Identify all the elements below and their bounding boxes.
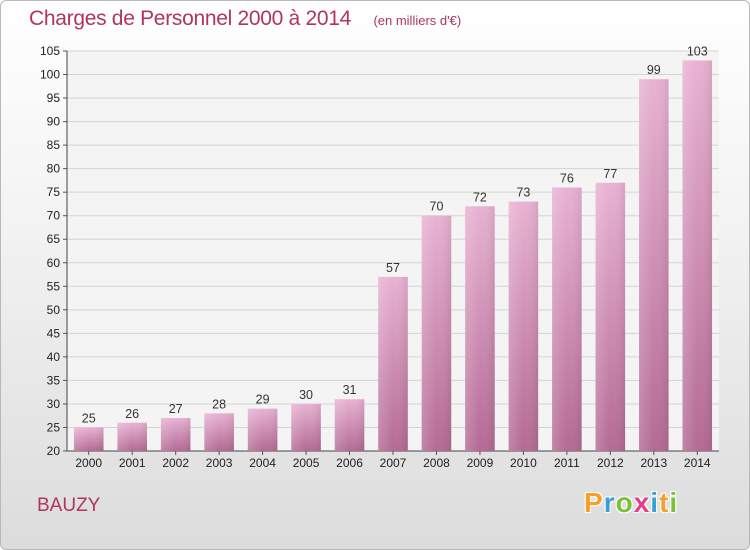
proxiti-logo[interactable]: Proxiti bbox=[584, 487, 678, 519]
bar-shading bbox=[595, 182, 626, 451]
bar-shading bbox=[204, 413, 234, 451]
chart-header: Charges de Personnel 2000 à 2014 (en mil… bbox=[29, 7, 461, 31]
data-label: 76 bbox=[560, 171, 574, 185]
y-tick-label: 90 bbox=[47, 115, 61, 129]
data-label: 27 bbox=[169, 402, 183, 416]
bar-shading bbox=[639, 79, 669, 451]
x-tick-label: 2002 bbox=[162, 456, 189, 470]
y-tick-label: 70 bbox=[47, 209, 61, 223]
logo-letter: i bbox=[650, 487, 660, 518]
x-tick-label: 2006 bbox=[336, 456, 363, 470]
commune-name: BAUZY bbox=[37, 495, 101, 516]
logo-letter: P bbox=[584, 487, 604, 518]
logo-letter: i bbox=[669, 487, 679, 518]
x-tick-label: 2012 bbox=[597, 456, 624, 470]
bar-shading bbox=[73, 427, 104, 451]
y-tick-label: 35 bbox=[47, 373, 61, 387]
bar-shading bbox=[465, 206, 495, 451]
data-label: 72 bbox=[473, 190, 487, 204]
logo-letter: o bbox=[615, 487, 634, 518]
y-tick-label: 105 bbox=[40, 44, 60, 58]
bar-shading bbox=[421, 215, 452, 451]
bar-shading bbox=[508, 201, 539, 451]
y-tick-label: 95 bbox=[47, 91, 61, 105]
y-tick-label: 45 bbox=[47, 326, 61, 340]
x-tick-label: 2013 bbox=[640, 456, 667, 470]
x-tick-label: 2011 bbox=[554, 456, 580, 470]
bar-shading bbox=[378, 276, 408, 451]
x-tick-label: 2000 bbox=[75, 456, 102, 470]
y-tick-label: 75 bbox=[47, 185, 61, 199]
bar-shading bbox=[117, 422, 147, 451]
y-tick-label: 20 bbox=[47, 444, 61, 458]
data-label: 70 bbox=[430, 200, 444, 214]
data-label: 30 bbox=[299, 388, 313, 402]
bar-shading bbox=[682, 60, 713, 451]
bar-shading bbox=[552, 187, 582, 451]
data-label: 77 bbox=[603, 167, 617, 181]
logo-letter: t bbox=[659, 487, 670, 518]
chart-title: Charges de Personnel 2000 à 2014 bbox=[29, 7, 351, 30]
y-tick-label: 55 bbox=[47, 279, 61, 293]
x-tick-label: 2003 bbox=[206, 456, 233, 470]
data-label: 28 bbox=[212, 397, 226, 411]
y-tick-label: 60 bbox=[47, 256, 61, 270]
bar-shading bbox=[334, 399, 365, 451]
data-label: 31 bbox=[343, 383, 357, 397]
data-label: 25 bbox=[82, 411, 96, 425]
y-tick-label: 40 bbox=[47, 350, 61, 364]
x-tick-label: 2014 bbox=[684, 456, 711, 470]
x-tick-label: 2008 bbox=[423, 456, 450, 470]
x-tick-label: 2001 bbox=[119, 456, 146, 470]
x-tick-label: 2005 bbox=[293, 456, 320, 470]
logo-letter: x bbox=[633, 487, 651, 518]
data-label: 26 bbox=[125, 407, 139, 421]
bar-shading bbox=[247, 408, 278, 451]
x-tick-label: 2004 bbox=[249, 456, 276, 470]
y-tick-label: 100 bbox=[40, 68, 60, 82]
x-tick-label: 2007 bbox=[380, 456, 407, 470]
y-tick-label: 30 bbox=[47, 397, 61, 411]
bar-shading bbox=[160, 418, 191, 451]
bar-shading bbox=[291, 403, 321, 451]
data-label: 99 bbox=[647, 63, 661, 77]
y-tick-label: 25 bbox=[47, 420, 61, 434]
y-tick-label: 65 bbox=[47, 232, 61, 246]
data-label: 73 bbox=[516, 186, 530, 200]
y-tick-label: 50 bbox=[47, 303, 61, 317]
data-label: 103 bbox=[687, 44, 708, 58]
chart-unit: (en milliers d'€) bbox=[373, 13, 462, 28]
data-label: 29 bbox=[256, 393, 270, 407]
y-tick-label: 85 bbox=[47, 138, 61, 152]
logo-letter: r bbox=[603, 487, 616, 518]
x-tick-label: 2010 bbox=[510, 456, 537, 470]
y-tick-label: 80 bbox=[47, 162, 61, 176]
x-tick-label: 2009 bbox=[467, 456, 494, 470]
data-label: 57 bbox=[386, 261, 400, 275]
